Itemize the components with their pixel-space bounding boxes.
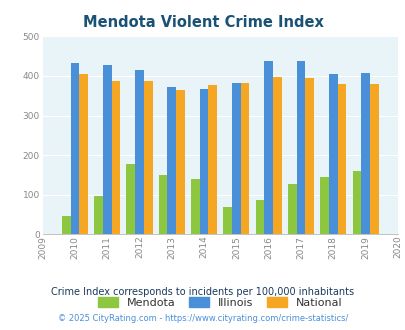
Bar bbox=[273, 77, 281, 234]
Legend: Mendota, Illinois, National: Mendota, Illinois, National bbox=[98, 297, 341, 308]
Bar bbox=[208, 85, 217, 234]
Bar bbox=[240, 82, 249, 234]
Bar bbox=[296, 61, 305, 234]
Bar bbox=[94, 196, 102, 234]
Bar bbox=[264, 61, 273, 234]
Bar bbox=[167, 87, 176, 234]
Bar bbox=[191, 179, 199, 234]
Bar bbox=[287, 183, 296, 234]
Bar bbox=[255, 200, 264, 234]
Bar bbox=[176, 90, 184, 234]
Bar bbox=[305, 78, 313, 234]
Bar bbox=[126, 164, 135, 234]
Text: © 2025 CityRating.com - https://www.cityrating.com/crime-statistics/: © 2025 CityRating.com - https://www.city… bbox=[58, 314, 347, 323]
Bar bbox=[79, 74, 88, 234]
Bar bbox=[199, 88, 208, 234]
Bar bbox=[360, 73, 369, 234]
Bar bbox=[337, 84, 345, 234]
Bar bbox=[328, 74, 337, 234]
Bar bbox=[70, 63, 79, 234]
Bar bbox=[135, 70, 143, 234]
Bar bbox=[102, 65, 111, 234]
Bar bbox=[223, 207, 232, 234]
Text: Crime Index corresponds to incidents per 100,000 inhabitants: Crime Index corresponds to incidents per… bbox=[51, 287, 354, 297]
Bar bbox=[320, 177, 328, 234]
Bar bbox=[232, 82, 240, 234]
Bar bbox=[143, 81, 152, 234]
Bar bbox=[352, 171, 360, 234]
Text: Mendota Violent Crime Index: Mendota Violent Crime Index bbox=[82, 15, 323, 30]
Bar bbox=[158, 175, 167, 234]
Bar bbox=[62, 216, 70, 234]
Bar bbox=[111, 81, 120, 234]
Bar bbox=[369, 84, 378, 234]
